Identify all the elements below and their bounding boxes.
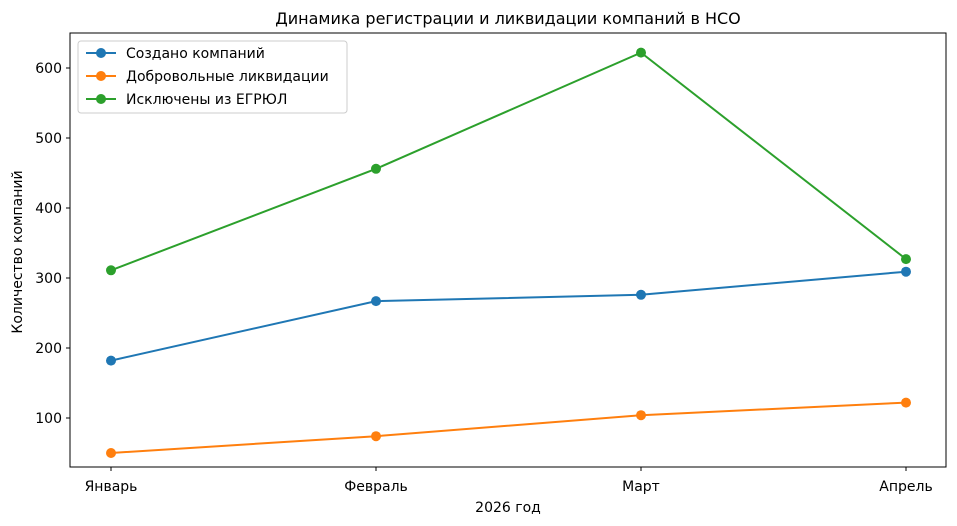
series-line [110,51,907,272]
legend-label: Исключены из ЕГРЮЛ [126,92,287,108]
legend-label: Создано компаний [126,46,265,62]
series-point [371,296,381,307]
x-tick-label: Январь [85,479,138,495]
series-point [106,265,116,276]
axes-frame [69,32,947,468]
series-line [110,270,907,362]
legend-box [77,40,348,114]
y-tick-label: 200 [35,341,62,357]
y-tick-label: 300 [35,271,62,287]
series-point [636,289,646,300]
series-point [106,448,116,458]
legend-marker [96,94,106,104]
plot-area: 100 200 300 400 500 600 Январь Февраль Март Апрел… [35,32,947,495]
legend-marker [96,71,106,81]
y-tick-label: 600 [35,61,62,77]
series-point [371,431,381,442]
legend-marker [96,48,106,58]
series-point [106,355,116,366]
legend-label: Добровольные ликвидации [126,69,329,85]
x-tick-label: Апрель [879,479,932,495]
y-tick-label: 400 [35,201,62,217]
legend: Создано компаний Добровольные ликвидации И… [77,40,348,114]
series-point [636,410,646,421]
series-point [636,47,646,58]
y-tick-label: 100 [35,411,62,427]
series-point [901,397,911,408]
x-axis-label: 2026 год [475,500,541,516]
y-tick-label: 500 [35,131,62,147]
chart-title: Динамика регистрации и ликвидации компан… [275,9,741,28]
series-point [371,163,381,174]
x-tick-label: Февраль [344,479,408,495]
y-axis-label: Количество компаний [10,170,26,333]
series-point [901,266,911,277]
series-line [110,401,907,454]
series-point [901,254,911,265]
x-tick-label: Март [622,479,660,495]
